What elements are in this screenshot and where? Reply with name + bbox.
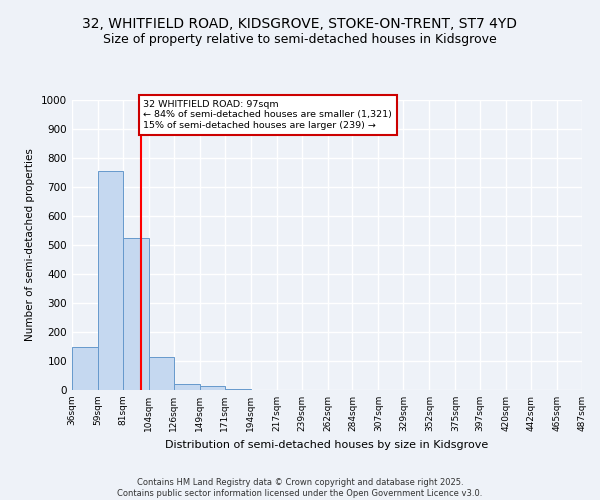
- Bar: [174, 384, 200, 390]
- Bar: [72, 346, 98, 390]
- Bar: [224, 388, 251, 390]
- Bar: [123, 238, 149, 390]
- Text: 32 WHITFIELD ROAD: 97sqm
← 84% of semi-detached houses are smaller (1,321)
15% o: 32 WHITFIELD ROAD: 97sqm ← 84% of semi-d…: [143, 100, 392, 130]
- Text: Size of property relative to semi-detached houses in Kidsgrove: Size of property relative to semi-detach…: [103, 32, 497, 46]
- Bar: [200, 386, 224, 390]
- Text: 32, WHITFIELD ROAD, KIDSGROVE, STOKE-ON-TRENT, ST7 4YD: 32, WHITFIELD ROAD, KIDSGROVE, STOKE-ON-…: [83, 18, 517, 32]
- Bar: [149, 356, 174, 390]
- X-axis label: Distribution of semi-detached houses by size in Kidsgrove: Distribution of semi-detached houses by …: [166, 440, 488, 450]
- Y-axis label: Number of semi-detached properties: Number of semi-detached properties: [25, 148, 35, 342]
- Text: Contains HM Land Registry data © Crown copyright and database right 2025.
Contai: Contains HM Land Registry data © Crown c…: [118, 478, 482, 498]
- Bar: [98, 171, 123, 390]
